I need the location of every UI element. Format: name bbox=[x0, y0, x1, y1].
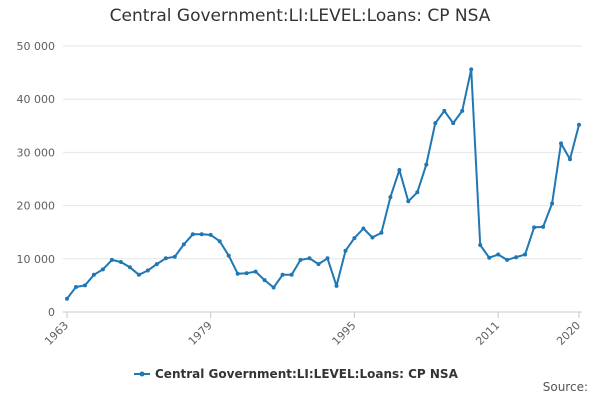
x-tick-label: 1995 bbox=[330, 319, 359, 348]
data-point[interactable] bbox=[181, 242, 186, 247]
data-point[interactable] bbox=[397, 168, 402, 172]
data-point[interactable] bbox=[208, 232, 213, 237]
data-point[interactable] bbox=[109, 257, 114, 262]
data-point[interactable] bbox=[74, 285, 78, 289]
x-tick-label: 2011 bbox=[473, 319, 502, 348]
data-point[interactable] bbox=[244, 271, 249, 276]
data-point[interactable] bbox=[460, 108, 465, 113]
y-tick-label: 20 000 bbox=[17, 200, 56, 213]
data-point[interactable] bbox=[289, 272, 294, 277]
data-point[interactable] bbox=[127, 265, 132, 270]
data-point[interactable] bbox=[298, 257, 303, 262]
data-point[interactable] bbox=[523, 252, 528, 257]
data-point[interactable] bbox=[334, 283, 339, 288]
data-point[interactable] bbox=[307, 256, 312, 261]
data-point[interactable] bbox=[433, 121, 438, 126]
data-point[interactable] bbox=[325, 256, 330, 261]
data-point[interactable] bbox=[424, 162, 429, 167]
y-tick-label: 0 bbox=[48, 306, 55, 319]
data-point[interactable] bbox=[415, 190, 420, 195]
y-tick-label: 40 000 bbox=[17, 93, 56, 106]
legend-marker bbox=[139, 371, 145, 377]
data-point[interactable] bbox=[388, 195, 393, 200]
data-point[interactable] bbox=[235, 271, 240, 276]
data-point[interactable] bbox=[559, 141, 563, 146]
data-point[interactable] bbox=[65, 296, 69, 301]
chart-title: Central Government:LI:LEVEL:Loans: CP NS… bbox=[109, 6, 491, 26]
data-point[interactable] bbox=[154, 262, 159, 267]
data-point[interactable] bbox=[478, 243, 483, 247]
x-tick-label: 1963 bbox=[42, 319, 71, 348]
gridlines bbox=[63, 45, 582, 260]
y-tick-label: 50 000 bbox=[17, 40, 56, 53]
series-line bbox=[66, 68, 580, 300]
data-point[interactable] bbox=[343, 248, 348, 253]
data-point[interactable] bbox=[253, 269, 258, 274]
data-point[interactable] bbox=[100, 267, 105, 272]
y-tick-label: 10 000 bbox=[17, 253, 56, 266]
data-point[interactable] bbox=[145, 268, 150, 273]
y-tick-label: 30 000 bbox=[17, 146, 56, 159]
data-point[interactable] bbox=[226, 253, 231, 258]
data-point[interactable] bbox=[541, 224, 546, 229]
data-point[interactable] bbox=[163, 256, 168, 261]
data-point[interactable] bbox=[406, 199, 411, 204]
data-point[interactable] bbox=[118, 260, 123, 264]
data-point[interactable] bbox=[172, 254, 177, 259]
data-point[interactable] bbox=[577, 122, 581, 127]
data-point[interactable] bbox=[271, 285, 276, 290]
data-point[interactable] bbox=[442, 108, 447, 113]
data-point[interactable] bbox=[91, 272, 96, 277]
y-axis: 0 10 000 20 000 30 000 40 000 50 000 bbox=[17, 40, 56, 319]
data-point[interactable] bbox=[199, 232, 204, 237]
data-point[interactable] bbox=[262, 278, 267, 283]
data-point[interactable] bbox=[568, 157, 572, 162]
data-point[interactable] bbox=[217, 239, 222, 244]
data-point[interactable] bbox=[352, 236, 357, 241]
data-point[interactable] bbox=[514, 255, 519, 260]
data-point[interactable] bbox=[451, 121, 456, 126]
legend[interactable]: Central Government:LI:LEVEL:Loans: CP NS… bbox=[134, 367, 459, 381]
data-point[interactable] bbox=[505, 257, 510, 262]
data-point[interactable] bbox=[280, 272, 285, 277]
data-point[interactable] bbox=[83, 283, 87, 288]
x-tick-label: 2020 bbox=[554, 319, 583, 348]
series-group bbox=[65, 67, 581, 301]
data-point[interactable] bbox=[487, 255, 492, 260]
data-point[interactable] bbox=[136, 272, 141, 277]
data-point[interactable] bbox=[496, 252, 501, 257]
data-point[interactable] bbox=[532, 225, 537, 230]
data-point[interactable] bbox=[370, 235, 375, 240]
data-point[interactable] bbox=[190, 232, 195, 237]
data-point[interactable] bbox=[316, 262, 321, 267]
source-label: Source: bbox=[542, 380, 588, 394]
data-point[interactable] bbox=[469, 67, 474, 72]
x-axis: 1963 1979 1995 2011 2020 bbox=[42, 311, 583, 348]
data-point[interactable] bbox=[379, 230, 384, 235]
legend-label[interactable]: Central Government:LI:LEVEL:Loans: CP NS… bbox=[155, 367, 459, 381]
data-point[interactable] bbox=[361, 226, 366, 231]
data-point[interactable] bbox=[550, 201, 555, 206]
x-tick-label: 1979 bbox=[186, 319, 215, 348]
